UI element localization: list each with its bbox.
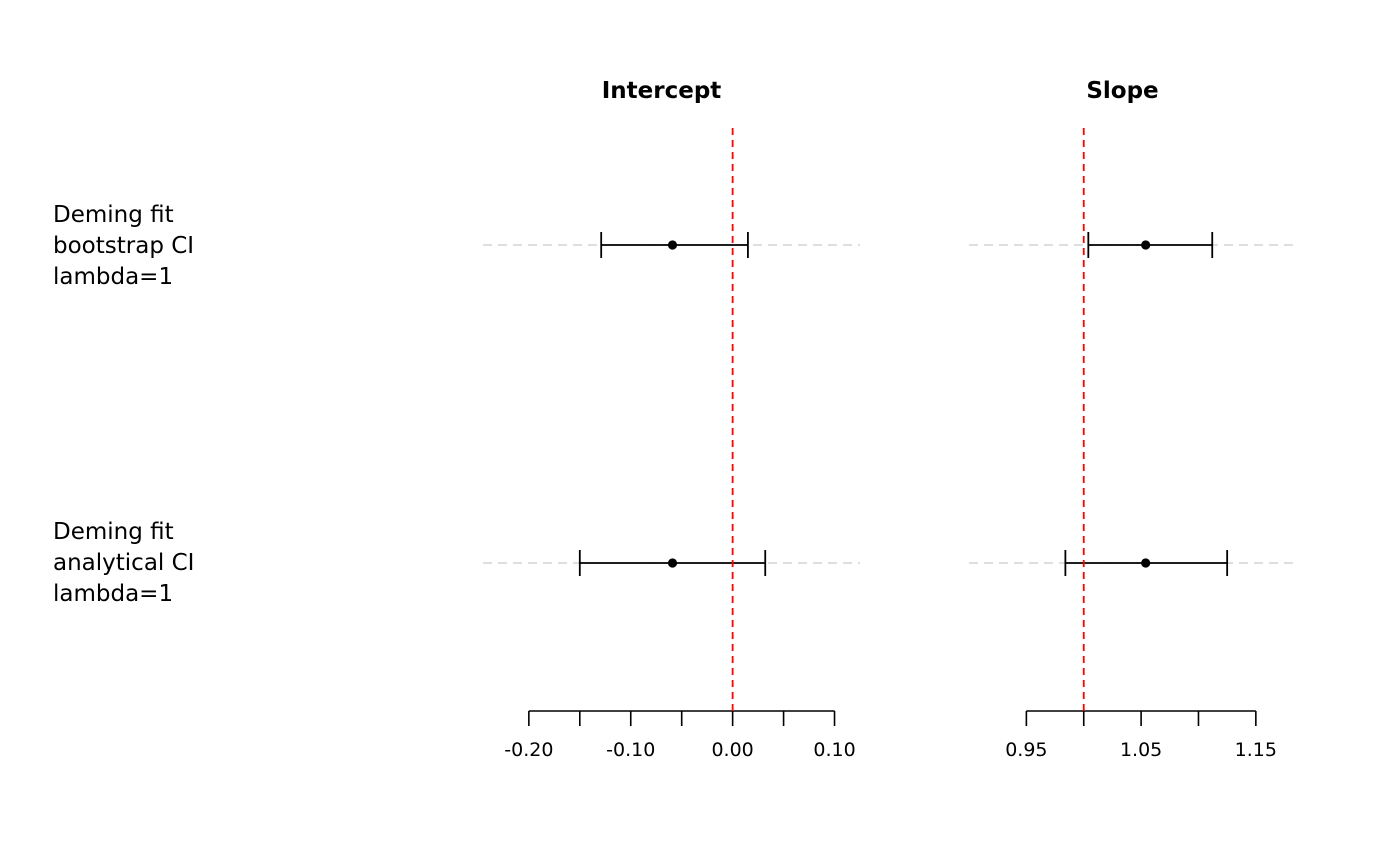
point-estimate: [667, 558, 678, 568]
x-tick-label: -0.10: [606, 739, 655, 761]
x-tick-label: 0.00: [711, 739, 753, 761]
row-label-line: Deming fit: [53, 519, 174, 545]
panel-title: Slope: [1086, 78, 1158, 104]
x-tick-label: 0.95: [1005, 739, 1047, 761]
point-estimate: [667, 240, 678, 250]
point-estimate: [1141, 240, 1151, 250]
row-label-analytical: Deming fit analytical CI lambda=1: [53, 517, 194, 610]
row-label-line: analytical CI: [53, 550, 195, 576]
x-tick-label: 1.15: [1235, 739, 1277, 761]
x-tick-label: 0.10: [813, 739, 855, 761]
row-label-line: lambda=1: [53, 581, 174, 607]
x-tick-label: 1.05: [1120, 739, 1162, 761]
row-label-line: Deming fit: [53, 202, 174, 228]
point-estimate: [1141, 558, 1151, 568]
row-label-line: lambda=1: [53, 264, 174, 290]
panel-title: Intercept: [602, 78, 722, 104]
row-label-line: bootstrap CI: [53, 233, 195, 259]
x-tick-label: -0.20: [504, 739, 553, 761]
row-label-bootstrap: Deming fit bootstrap CI lambda=1: [53, 200, 194, 293]
